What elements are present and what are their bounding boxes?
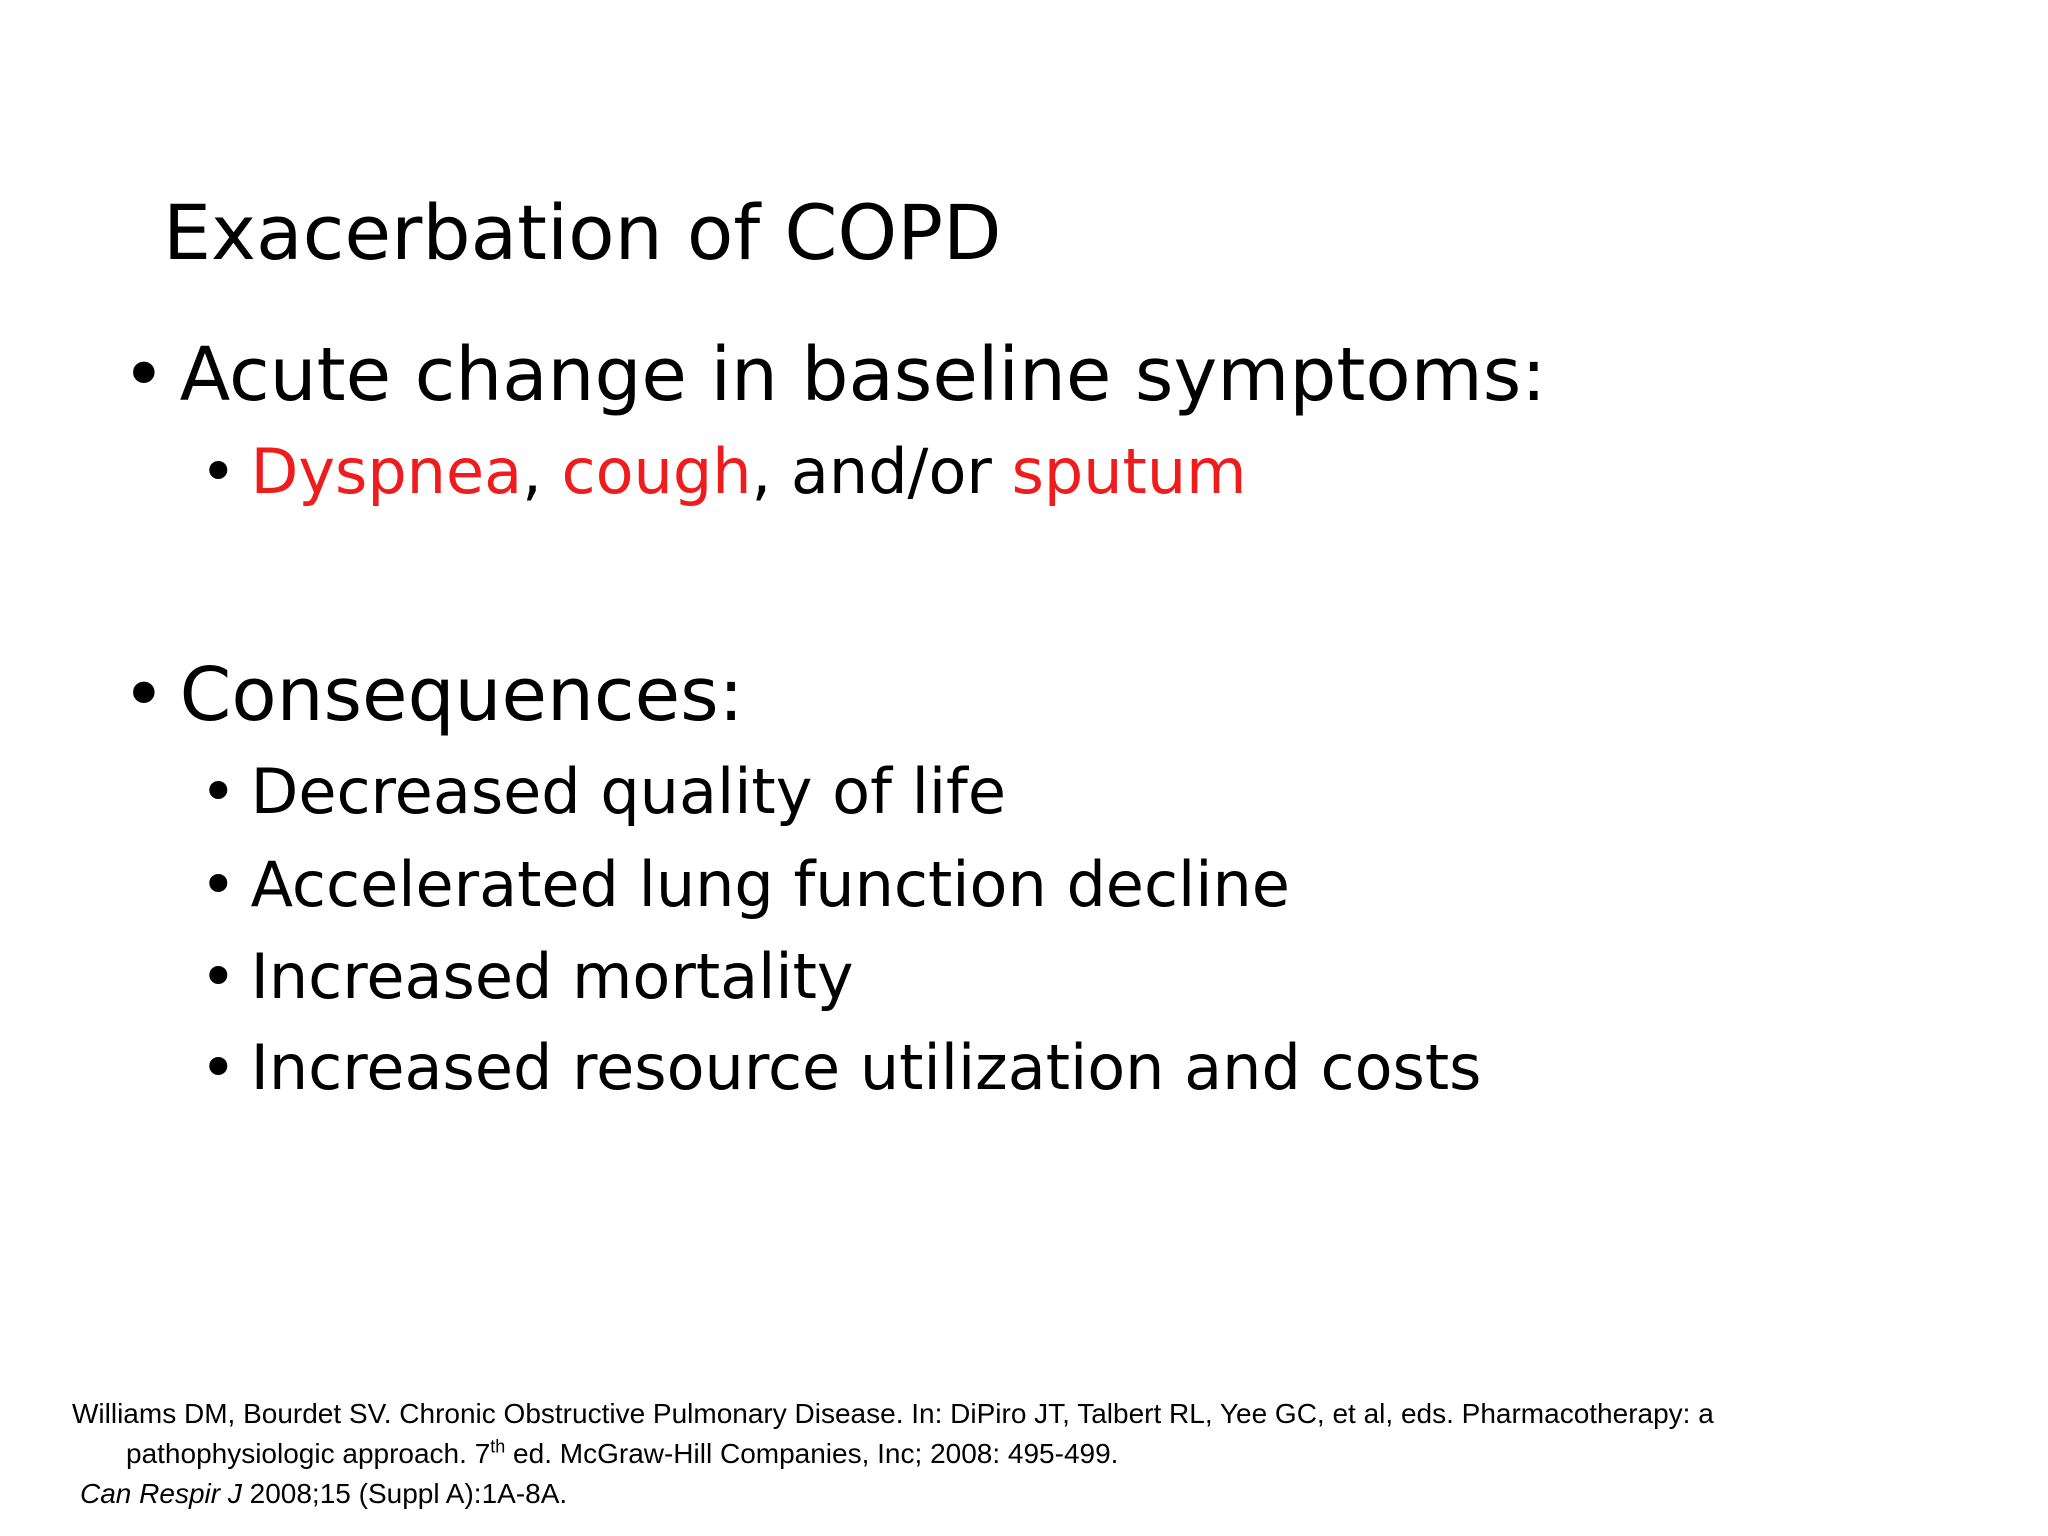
bullet-label: Acute change in baseline symptoms: <box>179 332 1547 418</box>
bullet-icon: • <box>200 940 237 1013</box>
sub-bullet-text: Accelerated lung function decline <box>250 848 1290 921</box>
reference-superscript: th <box>490 1436 506 1457</box>
symptom-dyspnea: Dyspnea <box>250 435 523 508</box>
bullet-icon: • <box>122 332 166 418</box>
sub-bullet-quality-of-life: • Decreased quality of life <box>200 752 1006 832</box>
symptom-cough: cough <box>561 435 752 508</box>
bullet-icon: • <box>200 848 237 921</box>
sub-bullet-text: Decreased quality of life <box>250 755 1007 828</box>
references: Williams DM, Bourdet SV. Chronic Obstruc… <box>72 1394 1992 1514</box>
reference-journal: Can Respir J <box>80 1478 242 1509</box>
reference-text: ed. McGraw-Hill Companies, Inc; 2008: 49… <box>505 1438 1119 1469</box>
sub-bullet-text: Increased mortality <box>250 940 854 1013</box>
bullet-icon: • <box>200 755 237 828</box>
reference-text: pathophysiologic approach. 7 <box>126 1438 491 1469</box>
sub-bullet-resource-costs: • Increased resource utilization and cost… <box>200 1028 1481 1108</box>
bullet-label: Consequences: <box>179 652 744 738</box>
sub-bullet-lung-function: • Accelerated lung function decline <box>200 845 1290 925</box>
bullet-consequences: • Consequences: <box>122 650 744 740</box>
reference-1-line-1: Williams DM, Bourdet SV. Chronic Obstruc… <box>72 1398 1714 1429</box>
slide-title: Exacerbation of COPD <box>163 188 1002 277</box>
symptom-sputum: sputum <box>1011 435 1247 508</box>
reference-1-line-2: pathophysiologic approach. 7th ed. McGra… <box>72 1434 1992 1474</box>
reference-2: Can Respir J 2008;15 (Suppl A):1A-8A. <box>72 1474 1992 1514</box>
sub-bullet-text: Increased resource utilization and costs <box>250 1031 1482 1104</box>
sub-bullet-mortality: • Increased mortality <box>200 937 854 1017</box>
bullet-icon: • <box>122 652 166 738</box>
reference-text: 2008;15 (Suppl A):1A-8A. <box>241 1478 568 1509</box>
bullet-acute-change: • Acute change in baseline symptoms: <box>122 330 1546 420</box>
bullet-icon: • <box>200 1031 237 1104</box>
separator-text: , and/or <box>751 435 1012 508</box>
sub-bullet-symptoms: • Dyspnea, cough, and/or sputum <box>200 432 1247 512</box>
separator-text: , <box>522 435 562 508</box>
bullet-icon: • <box>200 435 237 508</box>
